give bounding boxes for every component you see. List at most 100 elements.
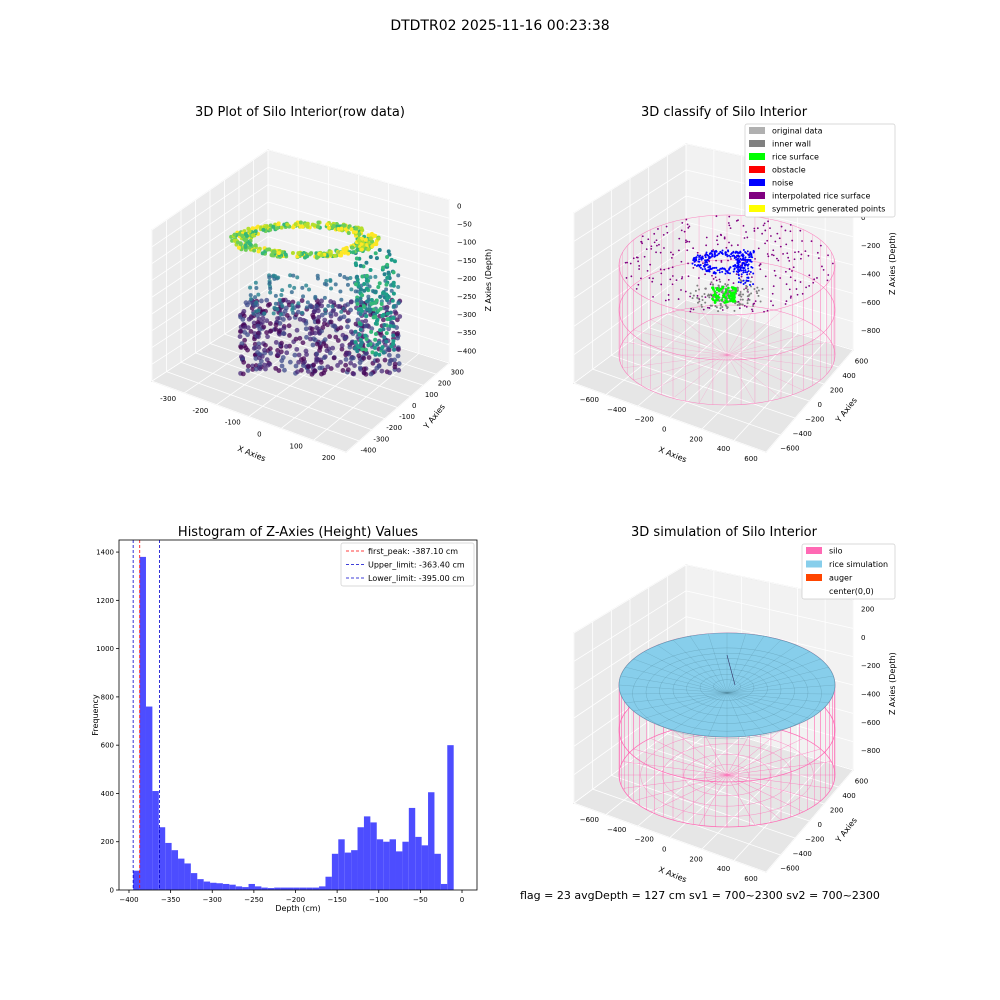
silo-spoke (622, 354, 728, 369)
inner-wall-point (689, 292, 692, 295)
noise-point (724, 272, 727, 275)
silo-spoke (726, 774, 821, 802)
interpolated-point (773, 269, 776, 272)
data-point (345, 282, 350, 287)
chart-title: 3D classify of Silo Interior (641, 105, 808, 120)
y-axis-label: Y Axies (833, 396, 859, 425)
interpolated-point (799, 257, 802, 260)
inner-wall-point (756, 286, 759, 289)
surface-mesh (708, 692, 728, 737)
inner-wall-point (746, 295, 749, 298)
inner-wall-point (730, 289, 733, 292)
legend-label: interpolated rice surface (772, 192, 870, 201)
data-point (339, 226, 344, 231)
interpolated-point (789, 296, 792, 299)
y-tick-label: 600 (855, 357, 868, 365)
interpolated-point (707, 306, 709, 309)
data-point (268, 350, 274, 356)
silo-spoke (698, 306, 728, 356)
data-point (276, 328, 282, 334)
surface-mesh (726, 692, 765, 734)
y-tick-label: 100 (425, 391, 438, 399)
noise-point (708, 256, 711, 259)
interpolated-point (766, 309, 769, 312)
x-tick-label: 0 (662, 846, 666, 854)
histogram-bar (428, 792, 435, 890)
data-point (348, 276, 353, 281)
noise-point (693, 263, 696, 266)
noise-point (746, 279, 749, 282)
interpolated-point (660, 272, 663, 275)
interpolated-point (663, 247, 665, 249)
x-axis-label: X Axies (657, 865, 688, 884)
y-tick-label: -300 (373, 435, 389, 443)
data-point (300, 340, 306, 346)
data-point (281, 317, 286, 322)
legend-label: rice simulation (829, 560, 888, 569)
interpolated-point (727, 278, 730, 281)
data-point (333, 312, 339, 317)
grid-line (573, 719, 687, 804)
inner-wall-point (750, 292, 753, 295)
interpolated-point (685, 241, 687, 244)
data-point (293, 336, 299, 342)
data-point (353, 321, 359, 327)
interpolated-point (687, 226, 690, 229)
data-point (256, 292, 261, 297)
x-tick-label: −50 (413, 896, 428, 904)
noise-point (749, 258, 752, 261)
x-tick-label: -100 (225, 419, 241, 427)
data-point (386, 270, 391, 275)
interpolated-point (831, 262, 834, 265)
x-tick-label: −150 (328, 896, 347, 904)
data-point (319, 303, 325, 309)
data-point (241, 308, 247, 314)
surface-mesh (726, 658, 821, 694)
interpolated-point (636, 256, 639, 259)
noise-point (698, 258, 701, 261)
data-point (392, 309, 398, 315)
histogram-bar (312, 887, 320, 890)
grid-line (151, 380, 347, 453)
data-point (238, 345, 244, 350)
interpolated-point (772, 249, 775, 252)
silo-spoke (633, 329, 728, 356)
inner-wall-point (739, 278, 742, 281)
data-point (396, 285, 401, 290)
data-point (353, 289, 358, 294)
data-point (273, 326, 279, 332)
x-tick-label: −300 (203, 896, 222, 904)
interpolated-point (696, 294, 699, 297)
grid-line (573, 590, 687, 662)
interpolated-point (716, 235, 719, 238)
data-point (322, 321, 327, 327)
data-point (317, 348, 322, 353)
data-point (338, 359, 343, 365)
data-point (313, 296, 318, 301)
interpolated-point (692, 266, 695, 269)
data-point (391, 341, 396, 346)
data-point (380, 290, 385, 295)
legend-label: symmetric generated points (772, 205, 885, 214)
data-point (316, 220, 321, 225)
silo-spoke (726, 319, 804, 356)
interpolated-point (788, 288, 791, 291)
interpolated-point (745, 287, 747, 290)
data-point (382, 272, 387, 277)
histogram-bar (261, 887, 268, 890)
interpolated-point (671, 275, 674, 277)
data-point (270, 253, 275, 258)
noise-point (715, 266, 718, 269)
data-point (323, 311, 328, 316)
interpolated-point (776, 232, 779, 235)
y-tick-label: 400 (101, 790, 114, 798)
interpolated-point (821, 265, 823, 268)
noise-point (748, 256, 751, 259)
inner-wall-point (717, 310, 720, 313)
surface-mesh (672, 692, 728, 731)
data-point (254, 286, 259, 291)
rice-surface-point (728, 296, 731, 300)
data-point (283, 344, 289, 349)
data-point (358, 296, 363, 301)
rice-surface-point (717, 289, 721, 292)
